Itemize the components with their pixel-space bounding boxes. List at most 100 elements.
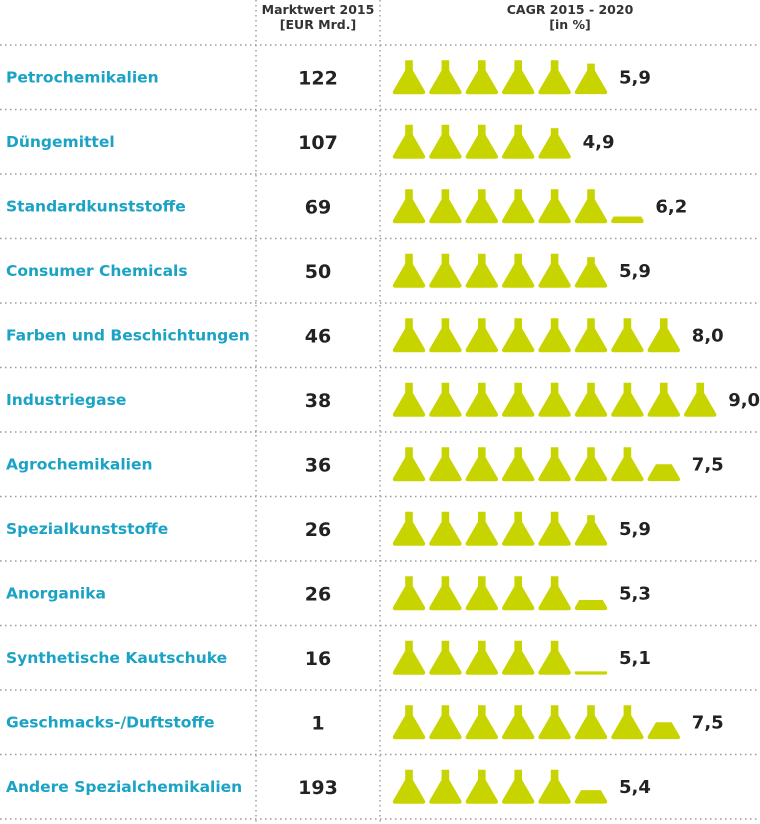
flask-icon [501,253,535,288]
flask-icon [611,318,644,353]
flask-icon [574,705,608,740]
flask-icon [465,640,499,675]
flask-icon [392,124,426,159]
flask-icon [465,318,499,353]
cagr-header-line1: CAGR 2015 - 2020 [506,2,634,17]
flask-icon [647,382,681,417]
flask-icon [429,253,462,288]
flask-icon [501,60,535,95]
category-label: Consumer Chemicals [6,262,188,280]
flask-icon [501,769,535,804]
flask-icon [429,576,462,611]
flask-icon [538,189,571,224]
flask-icon [392,511,426,546]
flask-icon [465,705,499,740]
flask-icon [538,318,571,353]
cagr-value-label: 7,5 [692,454,724,475]
flask-icon [501,382,535,417]
flask-icon [465,447,499,482]
market-value: 122 [298,67,338,89]
flask-icon [465,576,499,611]
market-value-header-line1: Marktwert 2015 [261,2,375,17]
flask-icon [574,382,608,417]
flask-icon [392,447,426,482]
flask-icon [538,640,571,675]
cagr-value-label: 8,0 [692,325,724,346]
flask-icon [574,447,608,482]
flask-icon [538,769,571,804]
flask-icon [429,189,462,224]
category-label: Geschmacks-/Duftstoffe [6,713,215,731]
flask-icon [538,382,571,417]
cagr-header-line2: [in %] [549,17,591,32]
flask-icon [429,382,462,417]
flask-icon [465,253,499,288]
market-value: 46 [305,325,331,347]
category-label: Düngemittel [6,133,115,151]
market-value: 107 [298,132,338,154]
category-label: Synthetische Kautschuke [6,649,227,667]
cagr-value-label: 4,9 [583,132,615,153]
flask-icon [429,124,462,159]
category-label: Agrochemikalien [6,455,153,473]
market-value: 36 [305,454,331,476]
flask-icon [465,60,499,95]
flask-icon [574,318,608,353]
cagr-value-label: 5,4 [619,777,651,798]
flask-icon [647,318,681,353]
category-label: Industriegase [6,391,126,409]
cagr-header: CAGR 2015 - 2020 [in %] [380,2,760,32]
partial-flask-icon [574,257,608,288]
market-value: 193 [298,777,338,799]
flask-icon [392,253,426,288]
flask-icon [611,382,644,417]
flask-icon [611,447,644,482]
flask-icon [429,640,462,675]
flask-icon [465,511,499,546]
flask-icon [392,576,426,611]
flask-icon [392,382,426,417]
market-value: 50 [305,261,331,283]
flask-icon [501,447,535,482]
category-label: Petrochemikalien [6,68,159,86]
flask-icon [574,189,608,224]
flask-icon [501,640,535,675]
market-value: 16 [305,648,331,670]
partial-flask-icon [538,128,571,159]
cagr-value-label: 5,9 [619,519,651,540]
flask-icon [538,60,571,95]
partial-flask-icon [574,515,608,546]
flask-icon [429,318,462,353]
cagr-value-label: 5,1 [619,648,651,669]
category-label: Andere Spezialchemikalien [6,778,242,796]
flask-icon [429,447,462,482]
market-value: 26 [305,519,331,541]
market-value: 1 [311,712,324,734]
cagr-value-label: 5,9 [619,261,651,282]
flask-icon [392,769,426,804]
partial-flask-icon [647,722,681,740]
partial-flask-icon [574,600,608,611]
flask-icon [392,705,426,740]
flask-icon [465,189,499,224]
flask-icon [538,576,571,611]
flask-icon [392,189,426,224]
flask-icon [429,705,462,740]
flask-icon [429,60,462,95]
cagr-value-label: 9,0 [728,390,760,411]
partial-flask-icon [611,216,644,224]
partial-flask-icon [574,671,608,675]
flask-icon [683,382,717,417]
partial-flask-icon [647,464,681,482]
flask-icon [465,124,499,159]
flask-icon [501,511,535,546]
category-label: Farben und Beschichtungen [6,326,250,344]
category-label: Standardkunststoffe [6,197,186,215]
category-label: Anorganika [6,584,106,602]
flask-icon [538,447,571,482]
flask-icon [465,769,499,804]
flask-icon [429,511,462,546]
cagr-value-label: 7,5 [692,712,724,733]
flask-icon [392,318,426,353]
